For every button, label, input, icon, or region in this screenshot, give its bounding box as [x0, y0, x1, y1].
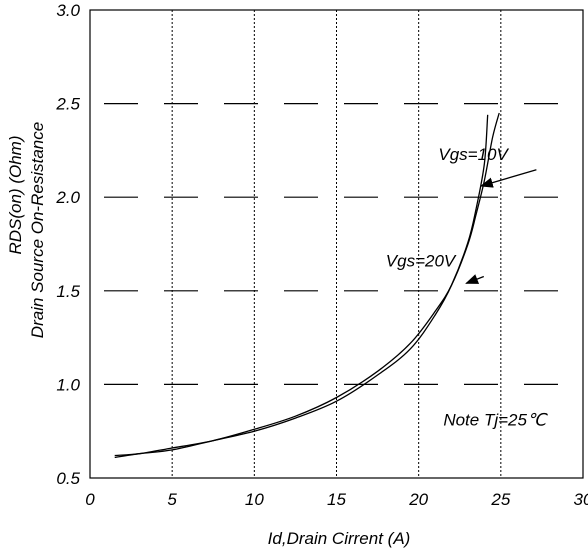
grid-lines: [90, 10, 583, 478]
y-tick-label: 1.0: [56, 375, 80, 394]
annotation-label: Note Tj=25℃: [443, 411, 548, 430]
series-line-vgs-20v: [114, 114, 489, 459]
annotation-arrow: [479, 169, 537, 188]
x-tick-label: 20: [408, 490, 428, 509]
annotation-label: Vgs=20V: [386, 251, 457, 270]
x-tick-label: 5: [167, 490, 177, 509]
plot-frame: [89, 9, 584, 479]
x-tick-label: 25: [490, 490, 510, 509]
x-tick-label: 10: [245, 490, 264, 509]
x-axis-label: Id,Drain Cirrent (A): [268, 529, 411, 548]
annotation-arrow: [465, 274, 485, 284]
y-tick-label: 0.5: [56, 469, 80, 488]
annotations: Vgs=10V Vgs=20V Note Tj=25℃: [386, 145, 548, 430]
y-tick-label: 2.5: [55, 95, 80, 114]
y-axis-label-line2: Drain Source On-Resistance: [28, 122, 47, 338]
series-line-vgs-10v: [114, 112, 500, 457]
series-lines: [114, 112, 500, 459]
y-tick-label: 3.0: [56, 1, 80, 20]
y-tick-label: 1.5: [56, 282, 80, 301]
y-axis-label-line1: RDS(on) (Ohm): [6, 135, 25, 254]
x-tick-label: 15: [327, 490, 346, 509]
x-tick-label: 30: [574, 490, 588, 509]
y-tick-label: 2.0: [55, 188, 80, 207]
tick-labels: 0 5 10 15 20 25 30 0.5 1.0 1.5 2.0 2.5 3.0: [55, 1, 588, 509]
annotation-label: Vgs=10V: [438, 145, 509, 164]
x-tick-label: 0: [85, 490, 95, 509]
